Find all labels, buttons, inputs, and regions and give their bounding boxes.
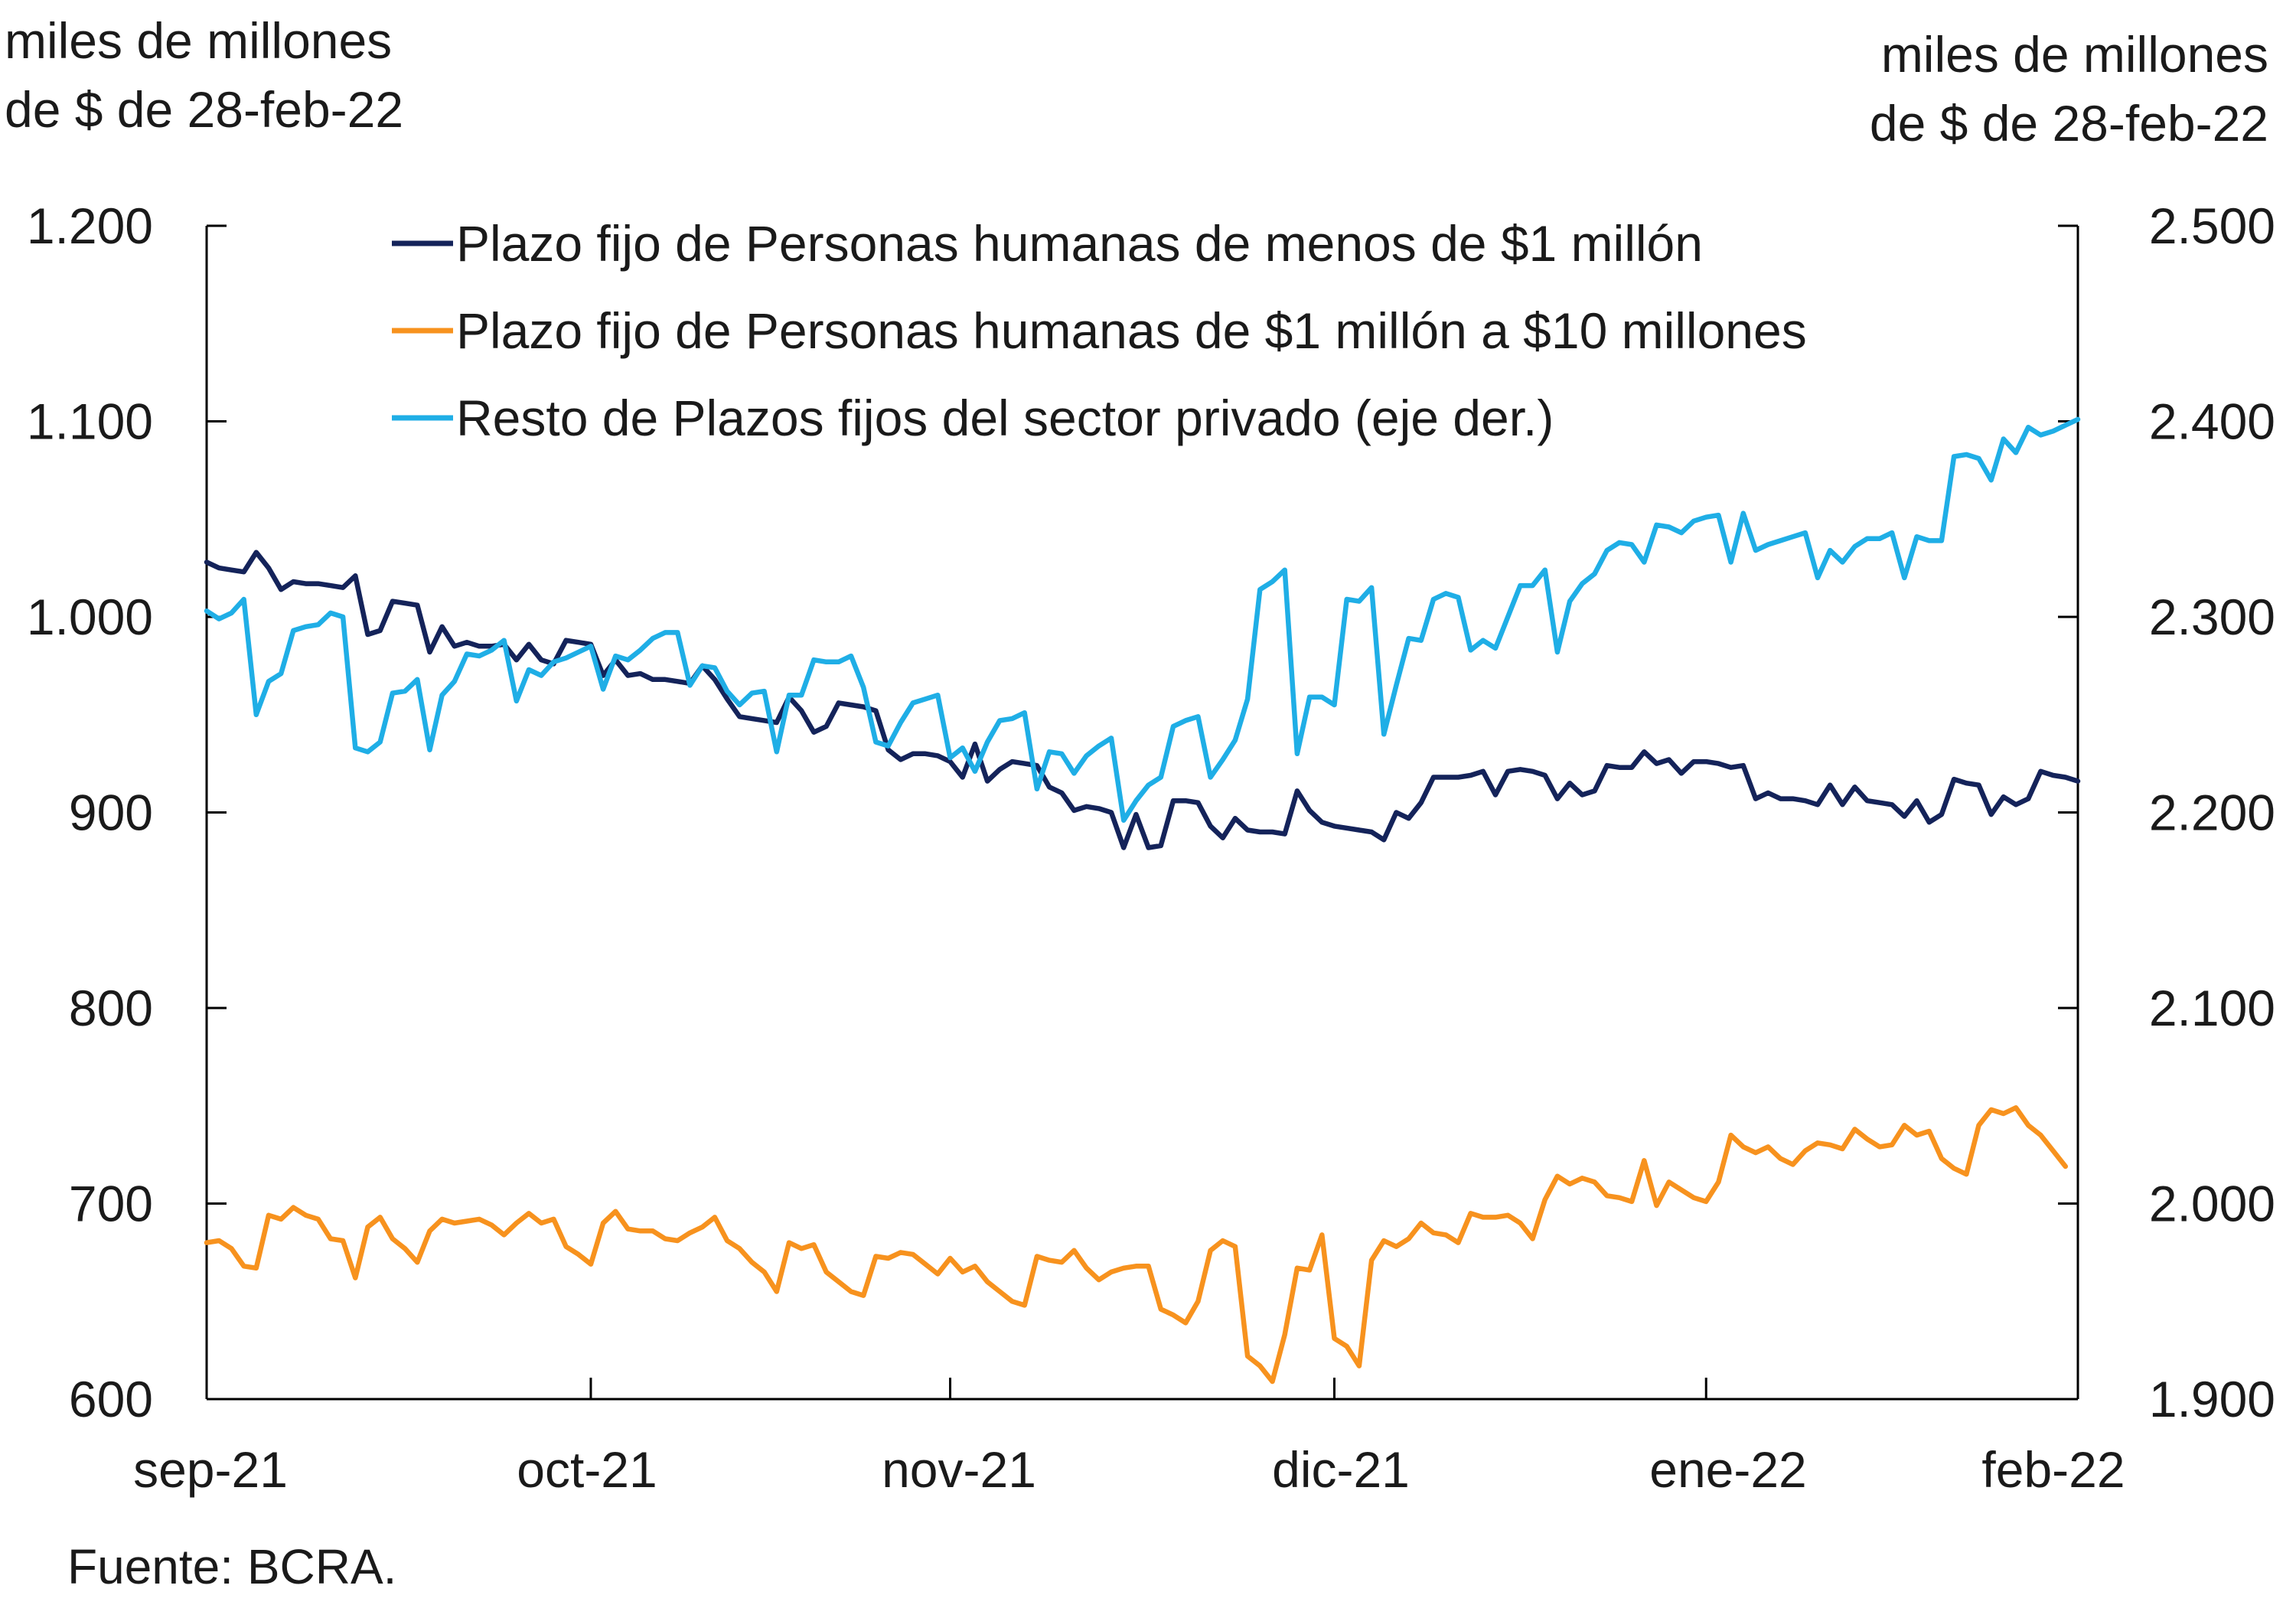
- x-tick-label: nov-21: [882, 1441, 1036, 1498]
- right-y-tick-label: 2.400: [2149, 393, 2275, 450]
- legend-label-1: Plazo fijo de Personas humanas de menos …: [456, 215, 1703, 272]
- series-line-1: [204, 550, 2081, 850]
- x-tick-label: ene-22: [1649, 1441, 1807, 1498]
- right-axis-title-line-1: miles de millones: [1880, 26, 2268, 83]
- x-tick-label: dic-21: [1272, 1441, 1410, 1498]
- x-tick-label: oct-21: [517, 1441, 657, 1498]
- right-y-tick-label: 2.200: [2149, 785, 2275, 841]
- left-axis-title-line-2: de $ de 28-feb-22: [5, 81, 404, 138]
- series-line-3: [204, 416, 2081, 823]
- source-note: Fuente: BCRA.: [67, 1539, 397, 1594]
- right-y-tick-label: 2.100: [2149, 980, 2275, 1036]
- right-y-tick-label: 2.500: [2149, 197, 2275, 254]
- x-tick-label: sep-21: [133, 1441, 288, 1498]
- right-axis-title: miles de millones de $ de 28-feb-22: [1870, 20, 2268, 158]
- legend-label-2: Plazo fijo de Personas humanas de $1 mil…: [456, 302, 1807, 359]
- series-line-2: [204, 1105, 2069, 1385]
- left-y-tick-label: 700: [69, 1176, 153, 1232]
- left-y-tick-label: 900: [69, 785, 153, 841]
- left-axis-title: miles de millones de $ de 28-feb-22: [5, 6, 403, 144]
- legend-label-3: Resto de Plazos fijos del sector privado…: [456, 390, 1554, 446]
- left-y-tick-label: 1.200: [27, 197, 153, 254]
- left-y-tick-label: 600: [69, 1371, 153, 1427]
- x-tick-label: feb-22: [1981, 1441, 2125, 1498]
- left-y-tick-label: 1.000: [27, 589, 153, 645]
- left-y-tick-label: 800: [69, 980, 153, 1036]
- right-y-tick-label: 1.900: [2149, 1371, 2275, 1427]
- right-axis-title-line-2: de $ de 28-feb-22: [1869, 95, 2268, 152]
- left-y-tick-label: 1.100: [27, 393, 153, 450]
- left-axis-title-line-1: miles de millones: [5, 12, 393, 69]
- right-y-tick-label: 2.000: [2149, 1176, 2275, 1232]
- right-y-tick-label: 2.300: [2149, 589, 2275, 645]
